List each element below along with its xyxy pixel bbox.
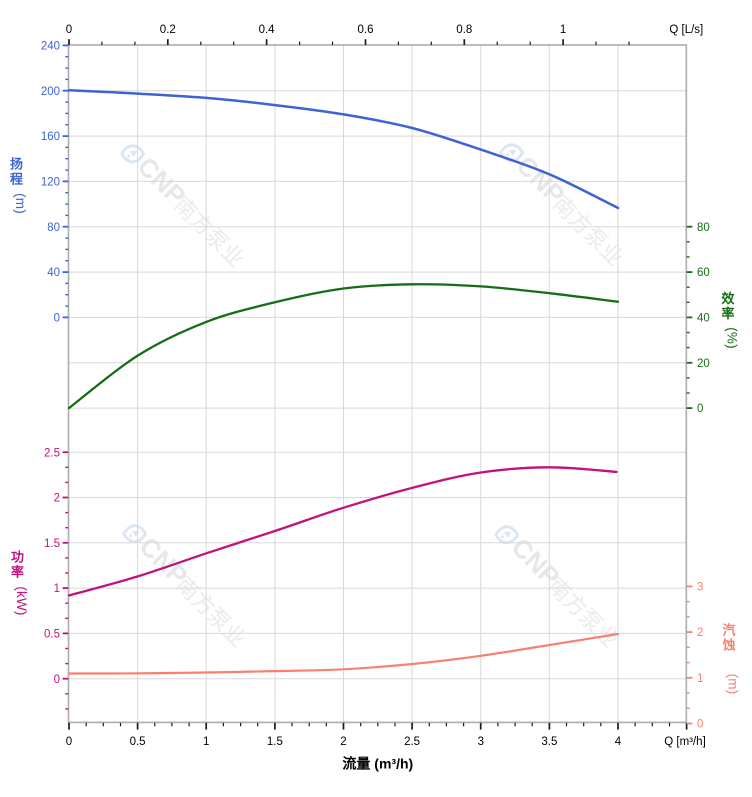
svg-text:1: 1 xyxy=(697,673,703,685)
svg-text:1.5: 1.5 xyxy=(44,538,60,550)
svg-text:3: 3 xyxy=(478,736,484,748)
svg-text:0.5: 0.5 xyxy=(130,736,146,748)
svg-text:0.6: 0.6 xyxy=(358,24,374,36)
svg-text:2.5: 2.5 xyxy=(44,447,60,459)
svg-text:流量 (m³/h): 流量 (m³/h) xyxy=(342,756,413,772)
svg-text:(%): (%) xyxy=(725,327,740,349)
svg-text:0: 0 xyxy=(66,736,72,748)
svg-text:(kW): (kW) xyxy=(14,586,29,615)
svg-text:(m): (m) xyxy=(726,674,741,695)
svg-text:4: 4 xyxy=(615,736,622,748)
svg-text:80: 80 xyxy=(697,222,710,234)
svg-text:0.5: 0.5 xyxy=(44,629,60,641)
svg-text:效: 效 xyxy=(721,291,735,306)
svg-text:200: 200 xyxy=(41,86,60,98)
svg-text:功: 功 xyxy=(11,549,24,564)
svg-text:120: 120 xyxy=(41,177,60,189)
svg-text:20: 20 xyxy=(697,358,710,370)
svg-text:0.8: 0.8 xyxy=(456,24,472,36)
svg-text:南方泵业: 南方泵业 xyxy=(169,192,249,272)
svg-text:0: 0 xyxy=(66,24,72,36)
svg-text:1: 1 xyxy=(560,24,566,36)
svg-text:2: 2 xyxy=(340,736,346,748)
svg-text:Q [L/s]: Q [L/s] xyxy=(669,24,703,36)
svg-text:160: 160 xyxy=(41,131,60,143)
svg-text:40: 40 xyxy=(47,267,60,279)
svg-text:0.2: 0.2 xyxy=(160,24,176,36)
svg-text:南方泵业: 南方泵业 xyxy=(543,573,623,653)
svg-text:0: 0 xyxy=(697,403,703,415)
svg-text:率: 率 xyxy=(721,306,734,321)
svg-text:240: 240 xyxy=(41,41,60,53)
svg-text:1: 1 xyxy=(203,736,209,748)
svg-text:扬: 扬 xyxy=(10,156,23,171)
svg-text:3.5: 3.5 xyxy=(541,736,557,748)
svg-text:0.4: 0.4 xyxy=(259,24,276,36)
svg-text:汽: 汽 xyxy=(722,622,735,637)
svg-text:Q [m³/h]: Q [m³/h] xyxy=(664,736,706,748)
svg-text:2: 2 xyxy=(54,493,60,505)
svg-text:(m): (m) xyxy=(13,193,28,214)
svg-text:率: 率 xyxy=(11,564,24,579)
svg-text:80: 80 xyxy=(47,222,60,234)
svg-text:程: 程 xyxy=(10,171,23,186)
svg-text:1: 1 xyxy=(54,583,60,595)
svg-text:0: 0 xyxy=(54,313,60,325)
svg-text:南方泵业: 南方泵业 xyxy=(548,191,628,271)
svg-text:0: 0 xyxy=(54,674,60,686)
svg-text:2: 2 xyxy=(697,627,703,639)
svg-text:南方泵业: 南方泵业 xyxy=(171,572,251,652)
svg-text:0: 0 xyxy=(697,719,703,731)
svg-text:2.5: 2.5 xyxy=(404,736,420,748)
svg-text:3: 3 xyxy=(697,582,703,594)
svg-text:40: 40 xyxy=(697,313,710,325)
svg-text:60: 60 xyxy=(697,267,710,279)
svg-text:蚀: 蚀 xyxy=(721,637,735,652)
svg-text:1.5: 1.5 xyxy=(267,736,283,748)
